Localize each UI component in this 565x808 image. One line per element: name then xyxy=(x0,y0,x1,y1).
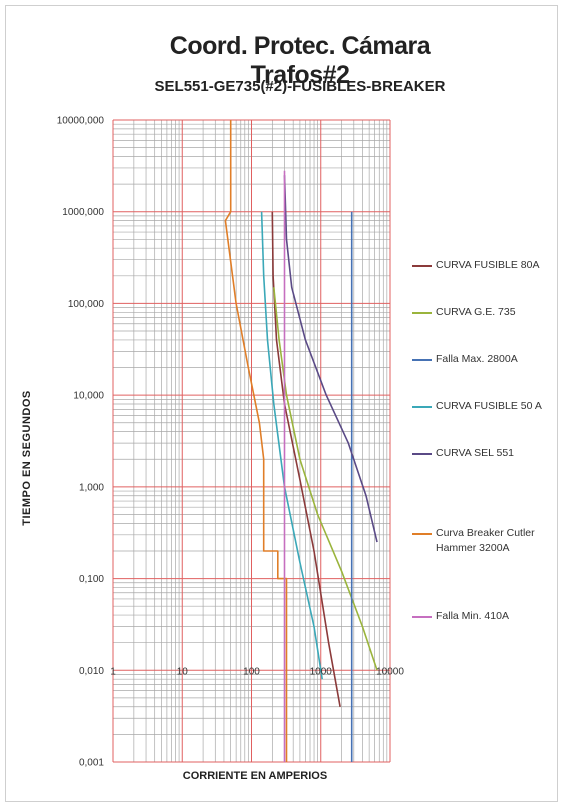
legend-swatch xyxy=(412,453,432,455)
y-tick-label: 0,100 xyxy=(79,574,104,585)
legend-item: CURVA G.E. 735 xyxy=(412,305,554,320)
x-tick-label: 1 xyxy=(110,666,116,677)
legend-swatch xyxy=(412,533,432,535)
legend-label: Falla Max. 2800A xyxy=(436,353,518,365)
chart-title: Coord. Protec. Cámara Trafos#2 xyxy=(169,32,431,89)
y-tick-label: 0,010 xyxy=(79,666,104,677)
x-tick-label: 10 xyxy=(177,666,189,677)
y-tick-label: 10000,000 xyxy=(57,116,105,127)
legend-item: Curva Breaker Cutler Hammer 3200A xyxy=(412,526,554,556)
legend-label: Curva Breaker Cutler Hammer 3200A xyxy=(436,527,535,554)
x-axis-label: CORRIENTE EN AMPERIOS xyxy=(182,770,328,782)
legend-item: CURVA SEL 551 xyxy=(412,446,554,461)
legend-label: CURVA FUSIBLE 50 A xyxy=(436,400,542,412)
legend-label: CURVA FUSIBLE 80A xyxy=(436,259,540,271)
legend-item: Falla Min. 410A xyxy=(412,609,554,624)
legend-swatch xyxy=(412,406,432,408)
series-line-5 xyxy=(283,175,378,543)
y-tick-label: 100,000 xyxy=(68,299,105,310)
y-tick-label: 0,001 xyxy=(79,758,104,769)
legend-swatch xyxy=(412,312,432,314)
series-line-1 xyxy=(271,211,341,707)
legend-swatch xyxy=(412,616,432,618)
chart-frame xyxy=(5,5,558,802)
legend-swatch xyxy=(412,359,432,361)
x-tick-label: 1000 xyxy=(310,666,333,677)
y-tick-label: 10,000 xyxy=(73,391,104,402)
y-tick-label: 1,000 xyxy=(79,482,104,493)
y-tick-label: 1000,000 xyxy=(62,207,104,218)
legend-item: Falla Max. 2800A xyxy=(412,352,554,367)
x-tick-label: 100 xyxy=(243,666,260,677)
legend-label: CURVA G.E. 735 xyxy=(436,306,516,318)
series-line-2 xyxy=(273,287,378,671)
legend-item: CURVA FUSIBLE 50 A xyxy=(412,399,554,414)
series-line-6 xyxy=(224,120,288,762)
legend-label: CURVA SEL 551 xyxy=(436,447,515,459)
x-tick-label: 10000 xyxy=(376,666,404,677)
legend-swatch xyxy=(412,265,432,267)
legend-item: CURVA FUSIBLE 80A xyxy=(412,258,554,273)
series-line-4 xyxy=(260,211,323,680)
legend-label: Falla Min. 410A xyxy=(436,610,509,622)
chart-subtitle: SEL551-GE735(#2)-FUSIBLES-BREAKER xyxy=(154,78,446,95)
